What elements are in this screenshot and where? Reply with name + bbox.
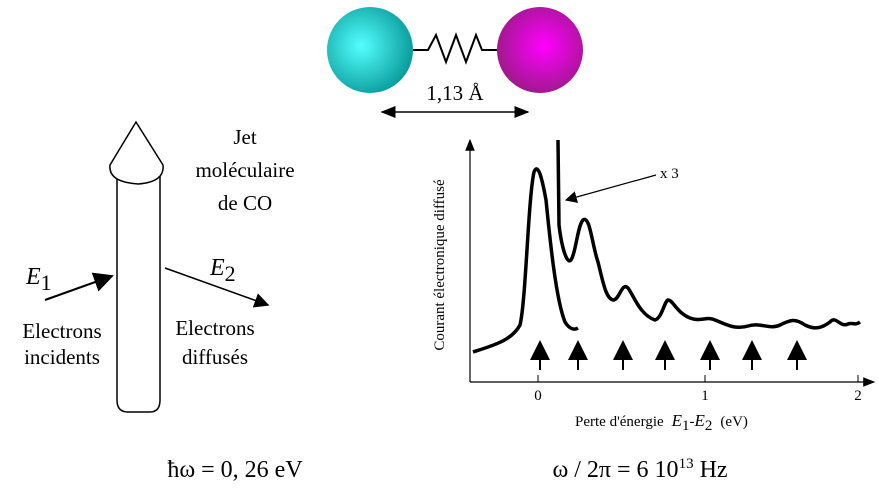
spring xyxy=(413,32,497,65)
symbol: E xyxy=(25,264,41,290)
incident-label: incidents xyxy=(24,345,100,369)
subscript: 2 xyxy=(225,261,236,286)
symbol: E xyxy=(671,411,683,430)
magnified-curve xyxy=(556,139,862,330)
unit: (eV) xyxy=(720,414,747,430)
x-label-text: Perte d'énergie xyxy=(575,414,664,430)
x-tick-label: 0 xyxy=(534,388,542,404)
exponent: 13 xyxy=(679,456,694,472)
incident-label: Electrons xyxy=(22,319,101,343)
y-axis-label: Courant électronique diffusé xyxy=(432,179,448,351)
jet-label: Jet xyxy=(233,125,256,149)
x-tick-label: 2 xyxy=(854,388,862,404)
magnification-arrow xyxy=(564,174,657,203)
x-tick-label: 1 xyxy=(701,388,709,404)
dash: - xyxy=(690,414,695,430)
vibration-arrows xyxy=(530,340,807,370)
symbol: E xyxy=(209,255,225,281)
magnification-label: x 3 xyxy=(660,166,679,182)
spectrum-curve xyxy=(472,167,579,354)
subscript: 2 xyxy=(705,418,713,434)
incident-arrow xyxy=(44,272,114,301)
scattered-label: Electrons xyxy=(175,316,254,340)
oxygen-atom xyxy=(497,7,583,93)
subscript: 1 xyxy=(682,418,690,434)
e1-label: E1 xyxy=(25,264,52,295)
bond-length: 1,13 Å xyxy=(426,81,484,105)
x-axis-label: Perte d'énergie E1-E2 (eV) xyxy=(575,411,748,434)
subscript: 1 xyxy=(41,270,52,295)
jet-head xyxy=(109,120,164,185)
formula-text: ω / 2π = 6 10 xyxy=(552,457,678,483)
jet-label: de CO xyxy=(218,191,272,215)
jet-label: moléculaire xyxy=(195,158,294,182)
carbon-atom xyxy=(327,7,413,93)
symbol: E xyxy=(694,411,706,430)
jet-cylinder xyxy=(116,172,161,413)
unit: Hz xyxy=(694,457,728,483)
energy-formula: ħω = 0, 26 eV xyxy=(167,457,303,483)
frequency-formula: ω / 2π = 6 1013 Hz xyxy=(552,456,727,483)
scattered-arrow xyxy=(164,267,270,308)
e2-label: E2 xyxy=(209,255,236,286)
scattered-label: diffusés xyxy=(182,345,248,369)
